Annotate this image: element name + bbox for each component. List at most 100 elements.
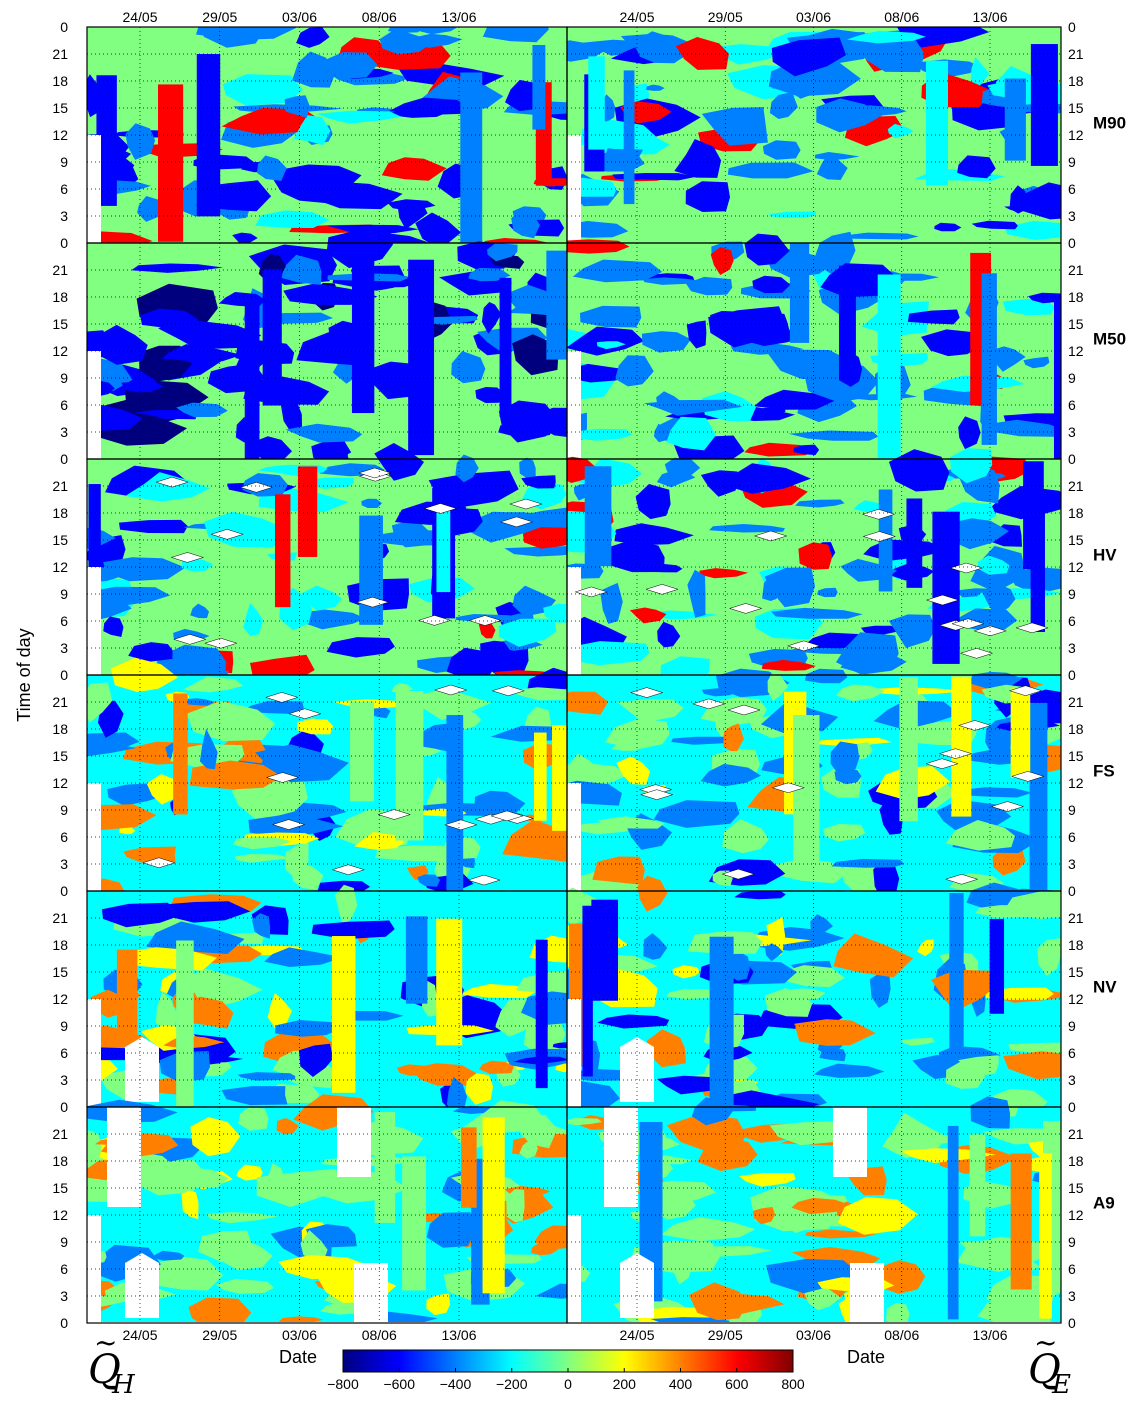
y-tick-label: 0	[60, 235, 68, 251]
contour-region	[761, 659, 816, 671]
contour-region	[182, 559, 214, 572]
x-tick-label: 13/06	[441, 9, 476, 25]
contour-region	[615, 355, 654, 387]
missing-data-marker	[173, 634, 207, 645]
contour-streak	[588, 56, 605, 150]
contour-region	[387, 199, 436, 211]
missing-data-block	[354, 1263, 388, 1322]
contour-region	[232, 232, 258, 245]
y-tick-label: 6	[1068, 613, 1076, 629]
y-tick-label: 12	[52, 1207, 68, 1223]
contour-region	[413, 27, 458, 35]
missing-data	[87, 999, 101, 1107]
contour-region	[1028, 292, 1061, 304]
contour-region	[947, 518, 1009, 550]
contour-region	[411, 1063, 480, 1086]
column-symbol-right: Q	[1028, 1347, 1061, 1393]
contour-region	[567, 641, 650, 666]
missing-data-marker	[1008, 685, 1043, 696]
y-tick-label: 6	[60, 181, 68, 197]
contour-region	[451, 351, 486, 384]
x-tick-label: 03/06	[796, 9, 831, 25]
contour-region	[222, 74, 303, 106]
site-labels: M90 M50 HV FS NV A9	[1093, 114, 1126, 1213]
y-axis-label: Time of day	[14, 628, 34, 721]
missing-data-block	[833, 1107, 867, 1177]
contour-region	[299, 1043, 334, 1077]
contour-region	[417, 723, 452, 753]
contour-region	[495, 512, 528, 519]
contour-streak	[532, 45, 546, 130]
contour-region	[190, 1117, 241, 1157]
contour-region	[301, 585, 342, 611]
contour-streak	[331, 936, 356, 1093]
panel-HV-QE	[567, 448, 1061, 682]
contour-region	[281, 393, 303, 432]
contour-region	[543, 603, 567, 623]
contour-region	[490, 725, 567, 742]
y-tick-label: 21	[1068, 262, 1084, 278]
contour-region	[504, 546, 567, 557]
contour-region	[643, 933, 668, 960]
y-tick-label: 3	[60, 1072, 68, 1088]
contour-region	[837, 1197, 918, 1235]
contour-region	[281, 254, 322, 285]
contour-region	[959, 787, 1033, 798]
contour-region	[131, 263, 223, 273]
contour-region	[278, 1254, 376, 1280]
contour-streak	[989, 919, 1005, 1014]
contour-region	[666, 416, 716, 451]
contour-region	[614, 523, 694, 546]
missing-data-marker	[944, 874, 979, 885]
contour-region	[87, 1130, 102, 1169]
missing-data-block	[850, 1263, 884, 1322]
contour-region	[762, 574, 784, 601]
contour-region	[752, 275, 791, 294]
contour-region	[326, 52, 378, 80]
missing-data-marker	[203, 637, 238, 649]
y-tick-label: 0	[1068, 1315, 1076, 1331]
contour-region	[293, 1094, 374, 1131]
contour-region	[233, 836, 292, 850]
missing-data-marker	[265, 772, 300, 783]
x-tick-label: 29/05	[202, 9, 237, 25]
missing-data-marker	[786, 640, 821, 652]
y-tick-label: 21	[52, 478, 68, 494]
contour-region	[196, 27, 297, 40]
contour-streak	[350, 701, 375, 802]
y-tick-label: 21	[52, 262, 68, 278]
contour-region	[975, 905, 1049, 919]
contour-region	[572, 259, 663, 283]
contour-region	[533, 407, 567, 438]
missing-data-marker	[499, 516, 534, 528]
y-tick-label: 18	[1068, 505, 1084, 521]
colorbar-tick-labels: −800 −600 −400 −200 0 200 400 600 800	[327, 1368, 805, 1392]
x-tick-label: 24/05	[122, 9, 157, 25]
missing-data-marker	[957, 720, 992, 731]
y-tick-label: 21	[52, 910, 68, 926]
contour-streak	[359, 515, 383, 625]
contour-region	[155, 991, 178, 1033]
contour-region	[482, 27, 549, 43]
contour-region	[534, 1225, 567, 1250]
contour-streak	[374, 1111, 396, 1223]
colorbar-tick-label: 800	[781, 1376, 805, 1392]
contour-streak	[351, 250, 375, 414]
contour-region	[379, 28, 431, 55]
contour-region	[275, 1020, 340, 1037]
site-label-FS: FS	[1093, 762, 1115, 781]
contour-region	[311, 920, 395, 940]
x-tick-label: 24/05	[619, 9, 654, 25]
contour-region	[700, 763, 761, 787]
missing-data	[567, 783, 581, 891]
missing-data-marker	[377, 809, 412, 820]
contour-region	[675, 37, 729, 70]
contour-region	[137, 1165, 229, 1188]
contour-region	[902, 1037, 935, 1046]
contour-streak	[623, 70, 635, 205]
y-tick-label: 21	[1068, 46, 1084, 62]
contour-region	[709, 524, 785, 533]
missing-data-marker	[728, 603, 763, 614]
y-tick-label: 15	[1068, 532, 1084, 548]
contour-region	[1004, 220, 1061, 240]
